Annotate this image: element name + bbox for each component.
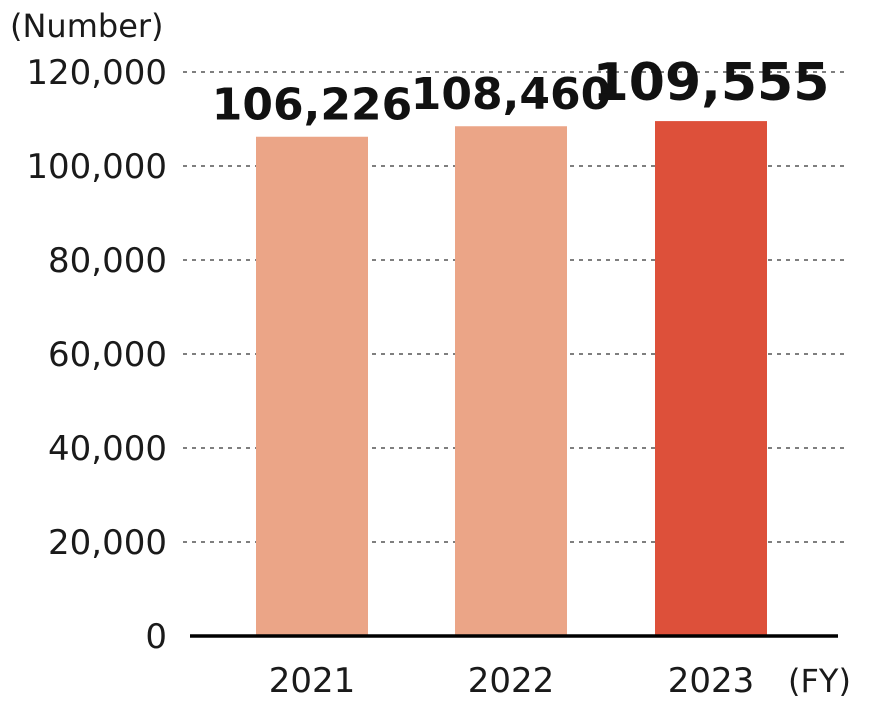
y-tick-label: 80,000 (48, 241, 167, 281)
bar-2023 (655, 121, 767, 637)
y-axis-ticks: 0 20,000 40,000 60,000 80,000 100,000 120,000 (26, 53, 167, 657)
y-tick-label: 120,000 (26, 53, 167, 93)
y-tick-label: 20,000 (48, 523, 167, 563)
value-label-2023: 109,555 (593, 53, 830, 113)
value-label-2022: 108,460 (411, 69, 611, 120)
y-tick-label: 100,000 (26, 147, 167, 187)
x-tick-label: 2021 (269, 661, 356, 701)
x-axis-unit-label: (FY) (788, 662, 851, 700)
x-tick-label: 2022 (468, 661, 555, 701)
y-tick-label: 0 (145, 617, 167, 657)
bar-2022 (455, 126, 567, 636)
y-axis-unit-label: (Number) (10, 7, 164, 45)
x-axis-ticks: 2021 2022 2023 (269, 661, 755, 701)
bars (256, 121, 767, 637)
bar-2021 (256, 136, 368, 636)
y-tick-label: 40,000 (48, 429, 167, 469)
y-tick-label: 60,000 (48, 335, 167, 375)
x-tick-label: 2023 (668, 661, 755, 701)
value-label-2021: 106,226 (212, 80, 412, 131)
